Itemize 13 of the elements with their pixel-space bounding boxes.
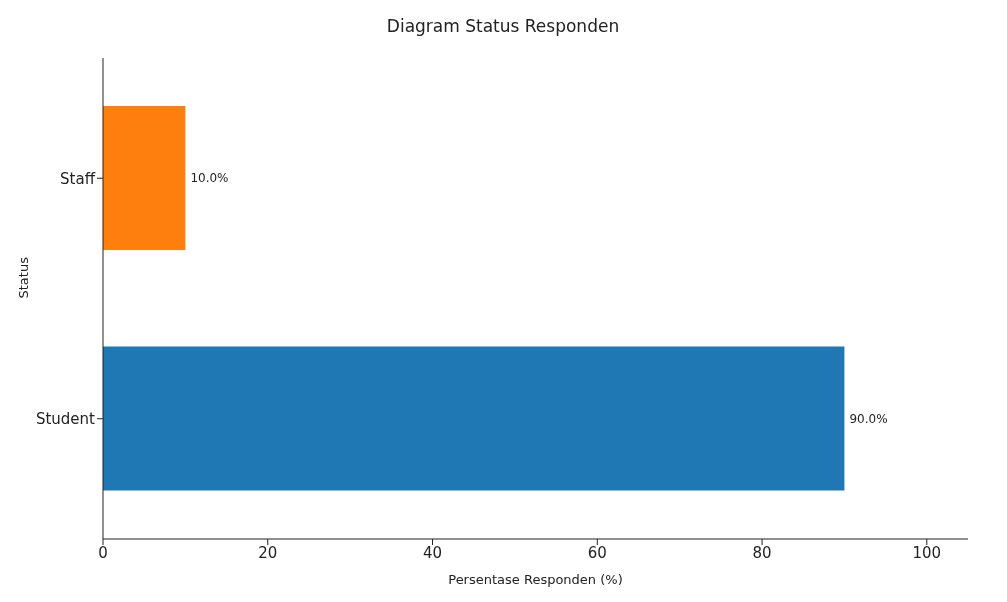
y-tick-label: Student (35, 410, 96, 429)
x-tick-label: 80 (752, 543, 772, 562)
y-tick-label: Staff (60, 169, 96, 188)
data-label: 10.0% (190, 171, 229, 186)
x-tick-label: 100 (912, 543, 942, 562)
y-axis-title: Status (15, 256, 31, 299)
data-label: 90.0% (849, 411, 888, 426)
chart-title: Diagram Status Responden (385, 16, 621, 36)
x-tick-label: 60 (587, 543, 607, 562)
x-tick-label: 20 (258, 543, 278, 562)
x-tick-label: 0 (98, 543, 108, 562)
x-tick-label: 40 (422, 543, 443, 562)
x-axis-title: Persentase Responden (%) (448, 572, 623, 587)
